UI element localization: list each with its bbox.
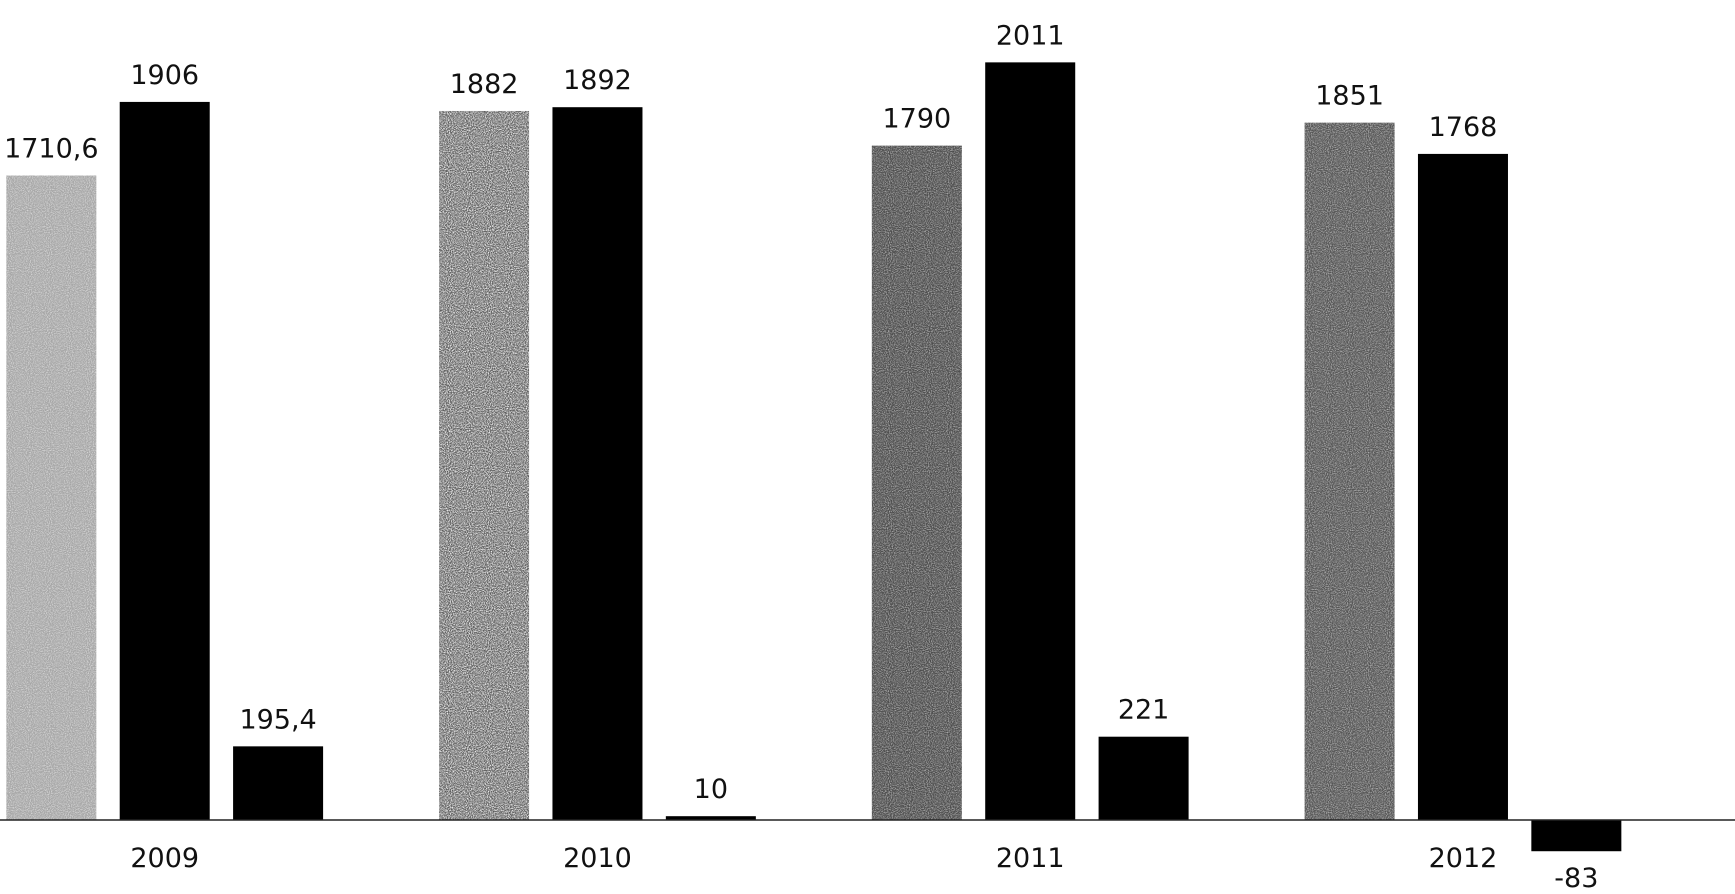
data-label-2011-series-3: 221	[1118, 695, 1170, 726]
category-label-2010: 2010	[563, 843, 632, 874]
data-label-2009-series-2: 1906	[130, 60, 199, 91]
bars-layer	[6, 62, 1622, 852]
data-label-2010-series-2: 1892	[563, 65, 632, 96]
bar-2012-series-2	[1417, 153, 1508, 820]
bar-2010-series-1	[439, 110, 530, 820]
category-label-2011: 2011	[996, 843, 1065, 874]
bar-2009-series-2	[119, 101, 210, 820]
bar-2012-series-3	[1531, 819, 1622, 852]
bar-2011-series-1	[871, 145, 962, 820]
bar-2009-series-3	[233, 746, 324, 820]
data-label-2012-series-3: -83	[1554, 863, 1598, 894]
category-label-2012: 2012	[1429, 843, 1498, 874]
bar-2010-series-2	[552, 107, 643, 820]
data-label-2011-series-2: 2011	[996, 20, 1065, 51]
bar-2010-series-3	[665, 816, 756, 820]
data-label-2010-series-3: 10	[694, 774, 728, 805]
data-label-2009-series-1: 1710,6	[4, 134, 98, 165]
data-label-2012-series-1: 1851	[1315, 81, 1384, 112]
bar-2012-series-1	[1304, 122, 1395, 820]
data-label-2011-series-1: 1790	[882, 104, 951, 135]
labels-layer: 1710,6 1906 195,4 2009 1882 1892 10 2010 1790 201…	[4, 20, 1598, 894]
bar-2011-series-3	[1098, 736, 1189, 820]
data-label-2009-series-3: 195,4	[239, 704, 316, 735]
data-label-2010-series-1: 1882	[450, 69, 519, 100]
bar-2009-series-1	[6, 175, 97, 820]
data-label-2012-series-2: 1768	[1429, 112, 1498, 143]
category-label-2009: 2009	[130, 843, 199, 874]
bar-2011-series-2	[985, 62, 1076, 820]
